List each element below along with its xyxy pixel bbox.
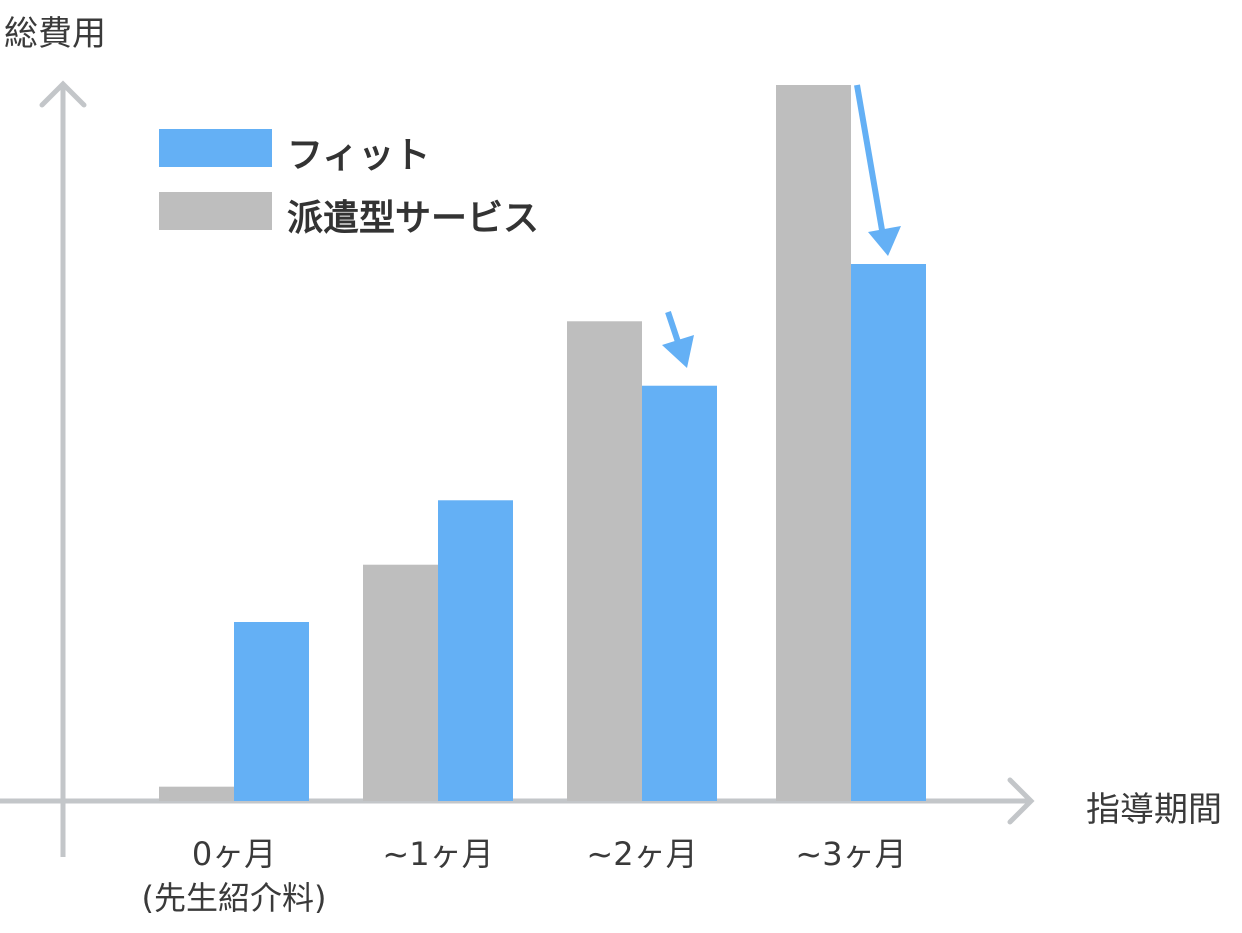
annotation-arrow-2-head-icon (662, 335, 694, 368)
y-axis-label: 総費用 (4, 14, 106, 54)
x-tick-1: ~1ヶ月 (382, 835, 494, 873)
x-tick-2: ~2ヶ月 (586, 835, 698, 873)
x-axis-label: 指導期間 (1086, 790, 1222, 830)
y-axis-arrow-icon (39, 80, 87, 108)
legend-swatch-fit (159, 129, 272, 167)
legend-swatch-dispatch (159, 192, 272, 230)
annotation-arrow-3-shaft (854, 84, 885, 231)
legend-label-fit: フィット (287, 135, 431, 176)
x-tick-3: ~3ヶ月 (795, 835, 907, 873)
bar-fit-1 (438, 500, 513, 801)
bar-dispatch-0 (159, 786, 234, 801)
bar-fit-2 (642, 385, 717, 801)
x-tick-0-sublabel: (先生紹介料) (141, 879, 327, 917)
bar-fit-3 (851, 264, 926, 801)
annotation-arrow-3-head-icon (868, 226, 901, 256)
bar-dispatch-1 (363, 564, 438, 801)
x-tick-0: 0ヶ月 (先生紹介料) (114, 832, 354, 920)
x-tick-0-label: 0ヶ月 (191, 835, 277, 873)
bar-dispatch-2 (567, 321, 642, 801)
legend-label-dispatch: 派遣型サービス (287, 198, 540, 239)
x-axis-arrow-icon (1007, 777, 1035, 825)
bar-fit-0 (234, 622, 309, 801)
annotation-arrow-2-shaft (665, 311, 681, 343)
bar-dispatch-3 (776, 85, 851, 801)
